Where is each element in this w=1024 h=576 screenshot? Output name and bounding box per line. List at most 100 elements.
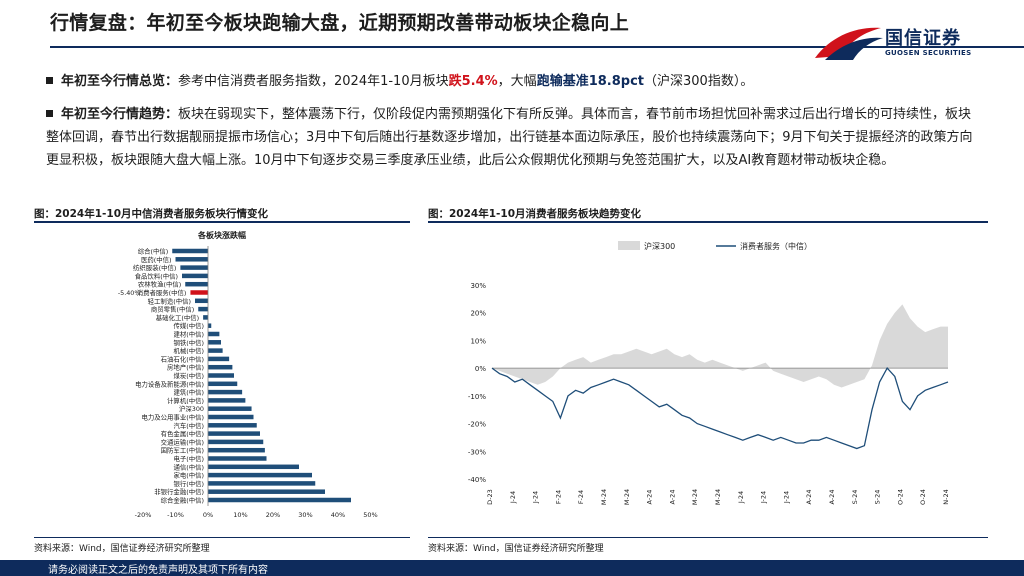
legend-label: 消费者服务（中信） [740,241,812,251]
x-tick-label: J-24 [532,491,540,504]
bullet-square-icon [46,110,53,117]
category-label: 煤炭(中信) [173,371,204,380]
footer-disclaimer: 请务必阅读正文之后的免责声明及其项下所有内容 [48,565,268,576]
y-tick-label: 10% [470,337,486,345]
category-label: 汽车(中信) [173,421,204,430]
category-label: 食品饮料(中信) [135,271,178,280]
x-tick-label: M-24 [691,489,699,505]
category-label: 有色金属(中信) [161,429,204,438]
legend-swatch-area [618,241,640,250]
bar [208,481,316,486]
category-label: 家电(中信) [173,471,204,480]
category-label: 沪深300 [179,404,204,413]
title-divider [50,46,1024,48]
bar [208,406,252,411]
bar [208,340,221,345]
bar [208,373,234,378]
category-label: 房地产(中信) [167,363,204,372]
category-label: 医药(中信) [141,255,172,264]
bar [195,298,208,304]
bar [208,439,264,445]
logo-name-cn: 国信证券 [885,28,961,49]
bar [208,464,299,470]
series-line-consumer-services [491,366,949,450]
category-label: 传媒(中信) [173,321,204,330]
bar [185,281,208,287]
bar [208,414,254,420]
bar [208,389,243,395]
x-tick-label: D-23 [486,489,494,505]
left-source-rule [34,537,410,538]
x-tick-label: 0% [203,511,213,519]
category-label: 商贸零售(中信) [151,305,194,314]
x-tick-label: J-24 [509,491,517,504]
category-label: 农林牧渔(中信) [138,280,181,289]
y-tick-label: -10% [468,393,486,401]
bullet-trend: 年初至今行情趋势：板块在弱现实下，整体震荡下行，仅阶段促内需预期强化下有所反弹。… [46,103,976,172]
category-label: 消费者服务(中信) [137,288,187,297]
bar [208,364,233,370]
bar [208,456,267,461]
sector-bar-chart: 各板块涨跌幅综合(中信)医药(中信)纺织服装(中信)食品饮料(中信)农林牧渔(中… [118,230,378,519]
x-tick-label: A-24 [668,490,676,505]
category-label: 综合(中信) [138,247,169,256]
x-tick-label: J-24 [737,491,745,504]
logo-name-en: GUOSEN SECURITIES [885,49,972,57]
series-area-hs300 [492,304,948,388]
bar [208,348,223,353]
guosen-logo-icon [815,27,883,60]
category-label: 机械(中信) [173,346,204,355]
y-tick-label: 0% [475,365,486,373]
x-tick-label: M-24 [714,489,722,505]
footer-bar: 请务必阅读正文之后的免责声明及其项下所有内容 [0,560,1024,576]
bullet-text: 参考中信消费者服务指数，2024年1-10月板块 [178,74,449,89]
category-label: 电子(中信) [173,454,204,463]
y-tick-label: 30% [470,282,486,290]
x-tick-label: O-24 [896,489,904,505]
bullet-heading: 年初至今行情趋势： [61,107,179,122]
chart-title: 各板块涨跌幅 [197,230,246,240]
category-label: 建筑(中信) [173,388,204,397]
category-label: 电力及公用事业(中信) [141,413,204,422]
right-figure-title: 图：2024年1-10月消费者服务板块趋势变化 [428,208,641,220]
left-figure-rule [34,221,410,223]
bar [180,265,208,270]
right-source-rule [428,537,988,538]
x-tick-label: 10% [233,511,247,519]
bar [172,248,208,254]
category-label: 计算机(中信) [167,396,204,405]
x-tick-label: J-24 [760,491,768,504]
bar [208,447,265,453]
bullet-text: （沪深300指数）。 [644,74,754,89]
x-tick-label: -10% [167,511,184,519]
bar [208,431,260,436]
right-figure-rule [428,221,988,223]
x-tick-label: -20% [135,511,152,519]
right-source: 资料来源：Wind，国信证券经济研究所整理 [428,544,604,554]
category-label: 轻工制造(中信) [148,296,191,305]
bar [203,315,208,320]
bar [208,489,325,494]
bar [208,356,230,362]
y-tick-label: 20% [470,310,486,318]
x-tick-label: 30% [298,511,312,519]
x-tick-label: J-24 [782,491,790,504]
bullet-square-icon [46,77,53,84]
category-label: 建材(中信) [173,330,204,339]
x-tick-label: A-24 [646,490,654,505]
left-figure-title: 图：2024年1-10月中信消费者服务板块行情变化 [34,208,268,220]
x-tick-label: 20% [266,511,280,519]
category-label: 石油石化(中信) [161,354,204,363]
bar [190,290,208,295]
bullet-overview: 年初至今行情总览：参考中信消费者服务指数，2024年1-10月板块跌5.4%，大… [46,70,976,93]
bar [208,398,246,403]
category-label: 交通运输(中信) [161,437,204,446]
category-label: 电力设备及新能源(中信) [135,379,204,388]
category-label: 纺织服装(中信) [133,263,176,272]
x-tick-label: 50% [363,511,377,519]
page-title: 行情复盘：年初至今板块跑输大盘，近期预期改善带动板块企稳向上 [50,12,630,34]
bar [208,323,212,328]
bar [208,381,238,387]
trend-line-chart: 沪深300 消费者服务（中信） 30% 20% 10% 0% -10% -20% -30% -40… [468,241,950,505]
x-tick-label: A-24 [828,490,836,505]
